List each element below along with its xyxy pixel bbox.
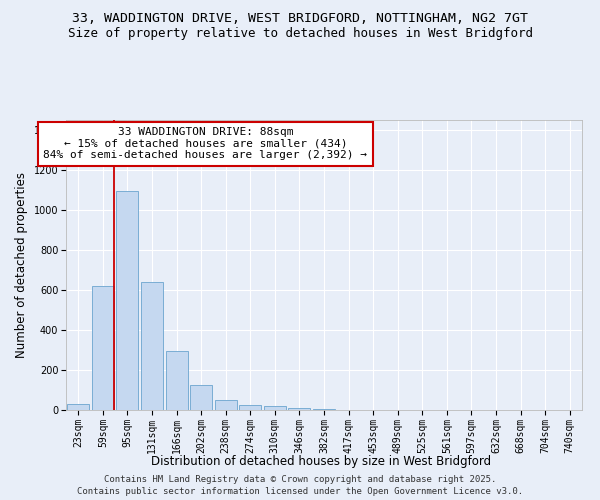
Bar bbox=[141, 282, 163, 410]
Bar bbox=[116, 191, 139, 410]
Bar bbox=[239, 405, 262, 410]
Bar bbox=[313, 409, 335, 410]
Y-axis label: Number of detached properties: Number of detached properties bbox=[15, 172, 28, 358]
Text: Distribution of detached houses by size in West Bridgford: Distribution of detached houses by size … bbox=[151, 454, 491, 468]
Bar bbox=[166, 351, 188, 410]
Bar bbox=[289, 408, 310, 410]
Text: Contains HM Land Registry data © Crown copyright and database right 2025.
Contai: Contains HM Land Registry data © Crown c… bbox=[77, 475, 523, 496]
Text: 33 WADDINGTON DRIVE: 88sqm
← 15% of detached houses are smaller (434)
84% of sem: 33 WADDINGTON DRIVE: 88sqm ← 15% of deta… bbox=[43, 127, 367, 160]
Text: 33, WADDINGTON DRIVE, WEST BRIDGFORD, NOTTINGHAM, NG2 7GT: 33, WADDINGTON DRIVE, WEST BRIDGFORD, NO… bbox=[72, 12, 528, 26]
Bar bbox=[215, 400, 237, 410]
Bar bbox=[92, 286, 114, 410]
Bar bbox=[264, 406, 286, 410]
Bar bbox=[190, 385, 212, 410]
Bar bbox=[67, 404, 89, 410]
Text: Size of property relative to detached houses in West Bridgford: Size of property relative to detached ho… bbox=[67, 28, 533, 40]
